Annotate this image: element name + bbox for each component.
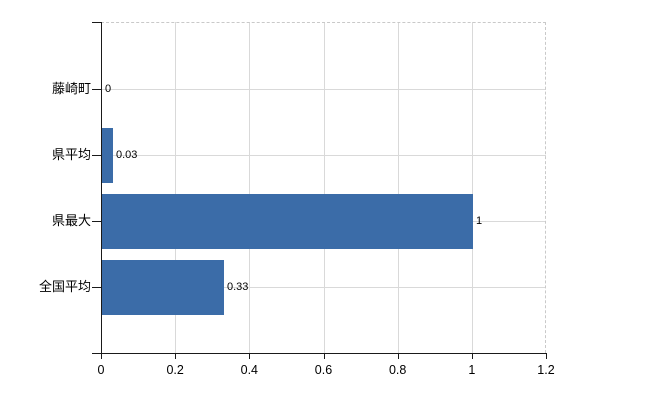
plot-border-top [101, 22, 546, 23]
y-axis-tick [92, 22, 101, 23]
x-axis-tick [546, 353, 547, 359]
bar-value-label: 0.03 [116, 149, 138, 161]
x-tick-label: 0.8 [388, 363, 407, 377]
x-axis-tick [398, 353, 399, 359]
y-axis-tick [92, 221, 101, 222]
gridline-vertical [175, 22, 176, 353]
bar [102, 128, 113, 183]
x-tick-label: 0.6 [314, 363, 333, 377]
x-tick-label: 1.2 [537, 363, 555, 377]
gridline-vertical [472, 22, 473, 353]
x-axis-tick [175, 353, 176, 359]
gridline-vertical [249, 22, 250, 353]
x-tick-label: 0 [97, 363, 105, 377]
y-axis-tick [92, 89, 101, 90]
category-label: 藤崎町 [51, 81, 91, 96]
x-tick-label: 1 [468, 363, 476, 377]
x-tick-label: 0.2 [166, 363, 184, 377]
gridline-horizontal [101, 89, 546, 90]
bar-value-label: 0 [105, 83, 112, 95]
x-axis-tick [324, 353, 325, 359]
x-axis-line [92, 353, 546, 354]
y-axis-tick [92, 287, 101, 288]
bar [102, 260, 224, 315]
gridline-vertical [324, 22, 325, 353]
gridline-horizontal [101, 155, 546, 156]
category-label: 県平均 [51, 147, 91, 162]
bar [102, 194, 473, 249]
category-label: 全国平均 [38, 279, 91, 294]
plot-area: 0 0.03 1 0.33 [101, 22, 546, 353]
y-axis-line [101, 22, 102, 359]
category-label: 県最大 [51, 213, 91, 228]
x-tick-label: 0.4 [240, 363, 259, 377]
x-axis-tick [101, 353, 102, 359]
y-axis-tick [92, 155, 101, 156]
x-axis-tick [249, 353, 250, 359]
bar-value-label: 0.33 [227, 281, 249, 293]
x-axis-tick [472, 353, 473, 359]
gridline-horizontal [101, 287, 546, 288]
plot-border-right [545, 22, 546, 353]
gridline-vertical [398, 22, 399, 353]
bar-value-label: 1 [476, 215, 483, 227]
